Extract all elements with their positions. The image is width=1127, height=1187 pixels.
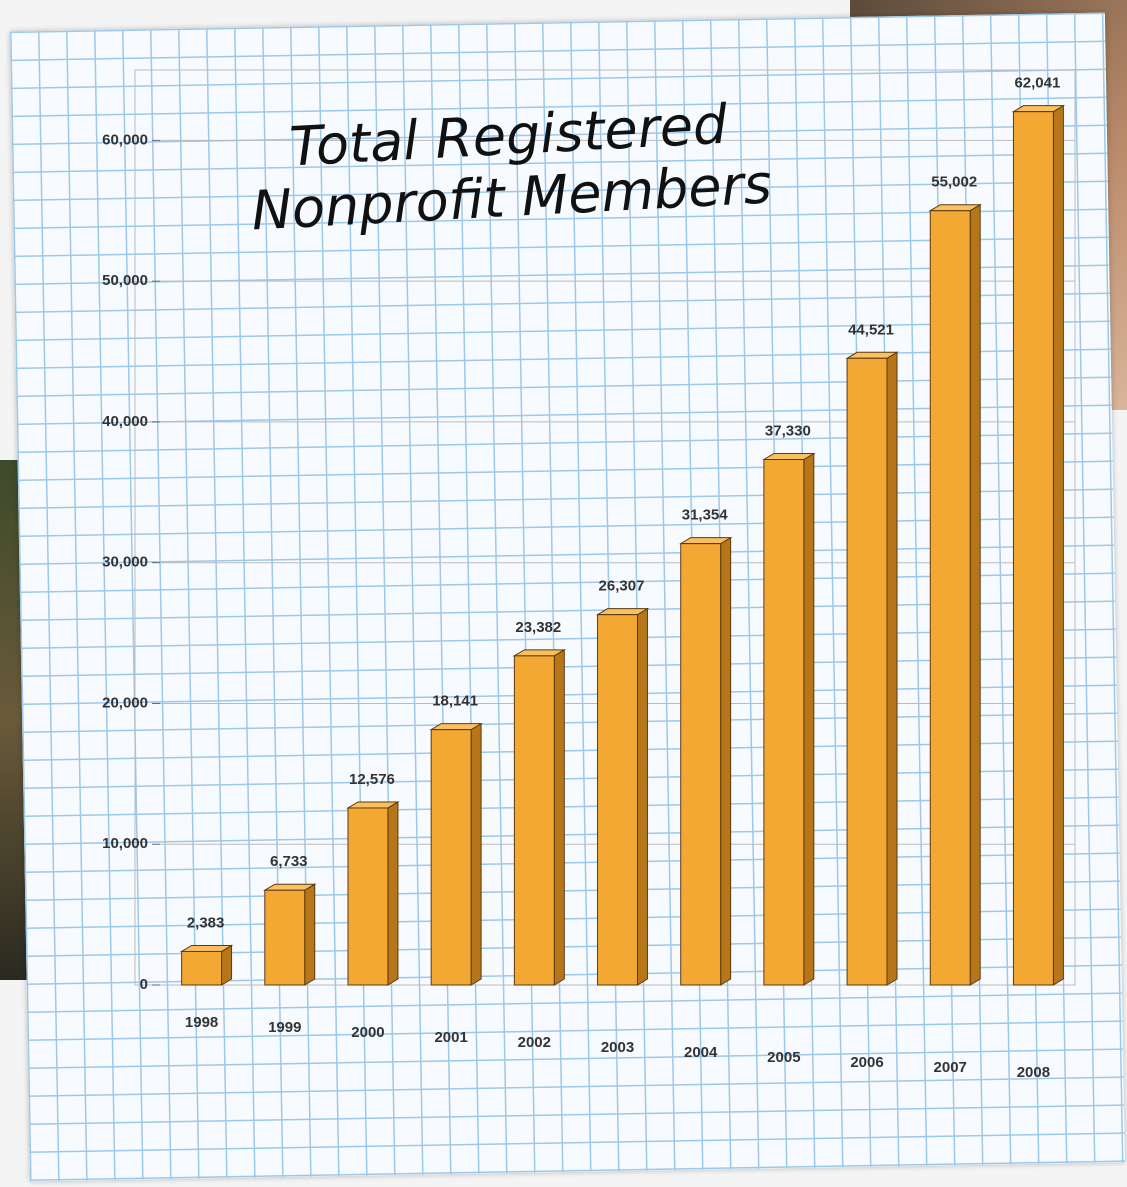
bar-side [1053,106,1063,985]
x-tick-label: 2008 [1017,1064,1050,1081]
value-label: 44,521 [848,321,894,338]
bar-side [471,724,481,985]
value-label: 55,002 [931,174,977,191]
y-tick-label: 60,000 [102,131,148,148]
value-label: 12,576 [349,771,395,788]
bar [681,544,721,985]
x-tick-label: 2000 [351,1024,384,1041]
x-tick-label: 2003 [601,1039,634,1056]
bar-side [554,650,564,985]
bar-side [222,945,232,985]
x-tick-label: 1998 [185,1014,218,1031]
bar-side [721,538,731,985]
value-label: 23,382 [515,619,561,636]
bar [1013,112,1053,985]
value-label: 18,141 [432,693,478,710]
bar [764,460,804,985]
y-tick-label: 20,000 [102,694,148,711]
bar [598,615,638,985]
value-label: 37,330 [765,422,811,439]
value-label: 62,041 [1014,75,1060,92]
y-tick-label: 50,000 [102,272,148,289]
y-tick-label: 10,000 [102,835,148,852]
x-tick-label: 1999 [268,1019,301,1036]
bar-side [804,454,814,985]
page: 0 10,000 20,000 30,000 40,000 50,000 60,000 199… [0,0,1127,1187]
bar [182,951,222,985]
bar [265,890,305,985]
x-tick-label: 2001 [434,1029,467,1046]
y-tick-label: 30,000 [102,554,148,571]
value-label: 31,354 [682,507,729,524]
bar [930,211,970,985]
x-tick-label: 2005 [767,1049,800,1066]
bar-side [637,609,647,985]
bar-side [970,205,980,985]
x-tick-label: 2006 [850,1054,883,1071]
x-tick-label: 2007 [934,1059,967,1076]
bar [514,656,554,985]
bar-side [388,802,398,985]
x-tick-label: 2004 [684,1044,718,1061]
value-label: 26,307 [599,578,645,595]
bar [847,358,887,985]
x-tick-label: 2002 [518,1034,551,1051]
value-label: 2,383 [187,914,225,931]
y-tick-label: 0 [140,976,148,993]
bar [348,808,388,985]
value-label: 6,733 [270,853,308,870]
y-tick-label: 40,000 [102,413,148,430]
bar [431,730,471,985]
bar-side [305,884,315,985]
bar-side [887,352,897,985]
